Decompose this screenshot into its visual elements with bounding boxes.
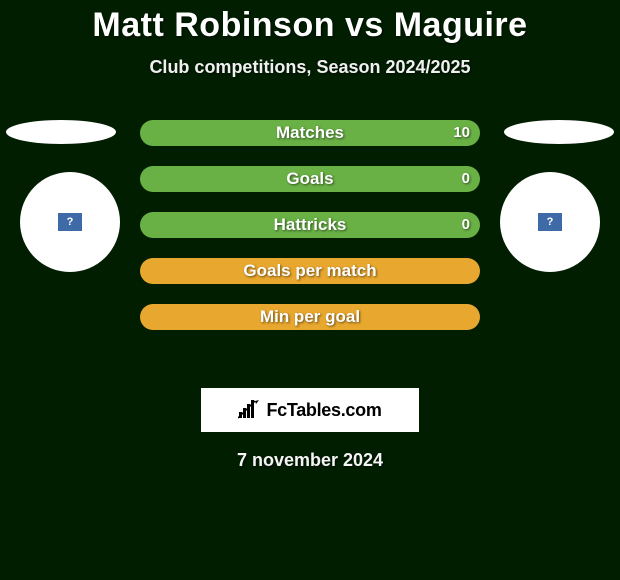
placeholder-icon: [58, 213, 82, 231]
stat-bar: Min per goal: [140, 304, 480, 330]
watermark-text: FcTables.com: [266, 400, 381, 421]
stat-label: Hattricks: [140, 212, 480, 238]
bar-chart-icon: [238, 400, 260, 420]
stat-label: Matches: [140, 120, 480, 146]
stat-value-right: 0: [462, 166, 470, 192]
stat-label: Min per goal: [140, 304, 480, 330]
placeholder-icon: [538, 213, 562, 231]
watermark-logo: FcTables.com: [201, 388, 419, 432]
stat-label: Goals per match: [140, 258, 480, 284]
stat-value-right: 10: [453, 120, 470, 146]
flag-right: [504, 120, 614, 144]
stat-label: Goals: [140, 166, 480, 192]
page-subtitle: Club competitions, Season 2024/2025: [0, 57, 620, 78]
stat-bar: Goals0: [140, 166, 480, 192]
stat-bars: Matches10Goals0Hattricks0Goals per match…: [140, 120, 480, 350]
player-avatar-right: [500, 172, 600, 272]
flag-left: [6, 120, 116, 144]
stat-value-right: 0: [462, 212, 470, 238]
stat-bar: Goals per match: [140, 258, 480, 284]
page-title: Matt Robinson vs Maguire: [0, 6, 620, 45]
stat-bar: Matches10: [140, 120, 480, 146]
player-avatar-left: [20, 172, 120, 272]
comparison-card: Matt Robinson vs Maguire Club competitio…: [0, 6, 620, 580]
stat-bar: Hattricks0: [140, 212, 480, 238]
comparison-arena: Matches10Goals0Hattricks0Goals per match…: [0, 120, 620, 380]
snapshot-date: 7 november 2024: [0, 450, 620, 471]
